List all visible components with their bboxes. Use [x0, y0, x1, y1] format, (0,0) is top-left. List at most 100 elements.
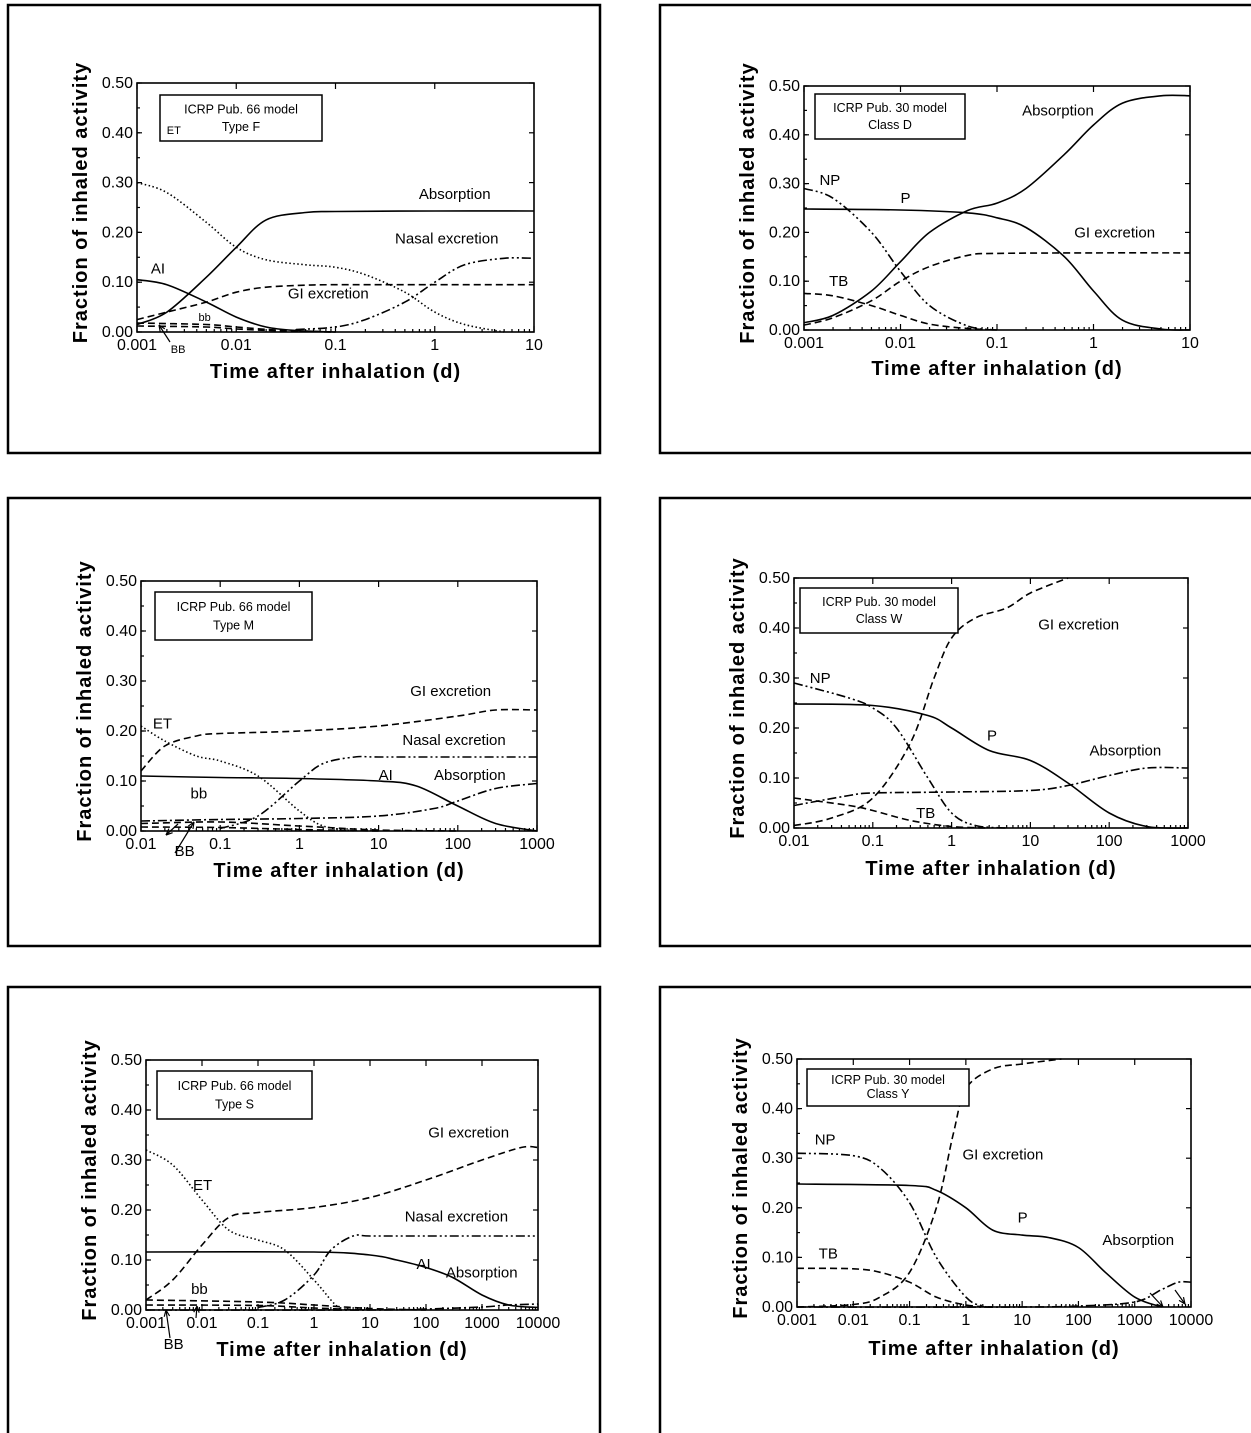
y-tick-label: 0.20 [102, 224, 133, 241]
annotation-np: NP [819, 172, 840, 189]
y-tick-label: 0.20 [111, 1202, 142, 1219]
y-axis-label: Fraction of inhaled activity [727, 557, 749, 838]
x-tick-label: 10 [1181, 335, 1199, 352]
y-tick-label: 0.30 [759, 670, 790, 687]
annotation-absorption: Absorption [419, 186, 491, 203]
y-tick-label: 0.50 [759, 570, 790, 587]
series-gi-excretion [136, 283, 534, 321]
series-bb [145, 1299, 427, 1311]
annotation-arrow-head [187, 821, 195, 830]
y-tick-label: 0.50 [762, 1051, 793, 1068]
annotation-arrow [195, 1305, 198, 1319]
annotation-arrow [1174, 1289, 1186, 1305]
series-tb [803, 292, 998, 331]
legend-line: Type M [213, 618, 254, 632]
annotation-arrow-head [165, 828, 173, 836]
annotation-absorption: Absorption [1022, 102, 1094, 119]
annotation-absorption: Absorption [434, 767, 506, 784]
legend-box [159, 94, 323, 142]
series-p [803, 208, 1191, 331]
annotation-gi-excretion: GI excretion [1038, 616, 1119, 633]
y-axis-label: Fraction of inhaled activity [737, 62, 759, 343]
y-axis-label: Fraction of inhaled activity [70, 62, 92, 343]
x-tick-label: 0.01 [885, 335, 916, 352]
series-et [140, 725, 355, 832]
y-tick-label: 0.40 [769, 127, 800, 144]
x-tick-label: 0.1 [209, 836, 231, 853]
series-nasal-excretion [295, 257, 535, 331]
y-tick-label: 0.20 [106, 723, 137, 740]
y-tick-label: 0.00 [111, 1302, 142, 1319]
legend-line: Class D [868, 118, 912, 132]
annotation-nasal-excretion: Nasal excretion [402, 732, 505, 749]
annotation-arrow [165, 1309, 171, 1339]
annotation-nasal-excretion: Nasal excretion [405, 1208, 508, 1225]
x-tick-label: 1000 [1117, 1312, 1153, 1329]
series-bb [136, 325, 336, 333]
x-axis-label: Time after inhalation (d) [871, 358, 1122, 380]
x-tick-label: 1 [1089, 335, 1098, 352]
x-axis-label: Time after inhalation (d) [213, 860, 464, 882]
x-tick-label: 10 [361, 1315, 379, 1332]
annotation-arrow-head [163, 1309, 171, 1317]
x-tick-label: 0.01 [838, 1312, 869, 1329]
x-tick-label: 0.1 [862, 833, 884, 850]
series-absorption [803, 94, 1191, 324]
y-tick-label: 0.10 [759, 770, 790, 787]
chart-panel-4: 0.00 0.10 0.20 0.30 0.40 0.50 0.01 0.1 1 10 100 100… [658, 496, 1251, 948]
y-tick-label: 0.00 [759, 820, 790, 837]
chart-panel-2: 0.00 0.10 0.20 0.30 0.40 0.50 0.001 0.01 0.1 1 10 T… [658, 3, 1251, 455]
panel-frame [658, 985, 1251, 1433]
annotation-np: NP [815, 1132, 836, 1149]
series-bb [145, 1304, 371, 1311]
annotation-arrow [165, 823, 179, 836]
y-tick-label: 0.10 [102, 274, 133, 291]
y-tick-label: 0.50 [111, 1052, 142, 1069]
annotation-bb: BB [164, 1336, 184, 1353]
panel-frame [658, 3, 1251, 455]
legend-line: ICRP Pub. 66 model [177, 600, 291, 614]
annotation-tb: TB [829, 273, 848, 290]
series-et [145, 1149, 342, 1311]
y-tick-label: 0.00 [762, 1299, 793, 1316]
annotation-et: ET [153, 716, 172, 733]
annotation-gi-excretion: GI excretion [1074, 224, 1155, 241]
annotation-arrow [174, 821, 195, 854]
y-tick-label: 0.20 [762, 1200, 793, 1217]
y-tick-label: 0.40 [106, 623, 137, 640]
annotation-absorption: Absorption [446, 1265, 518, 1282]
annotation-tb: TB [916, 805, 935, 822]
annotation-arrow-head [193, 1305, 200, 1313]
y-tick-label: 0.40 [759, 620, 790, 637]
x-tick-label: 0.001 [777, 1312, 817, 1329]
y-tick-label: 0.00 [769, 322, 800, 339]
series-tb [796, 1267, 993, 1308]
x-axis-label: Time after inhalation (d) [868, 1338, 1119, 1360]
x-tick-label: 0.01 [221, 337, 252, 354]
x-tick-label: 10000 [516, 1315, 561, 1332]
x-axis-label: Time after inhalation (d) [216, 1339, 467, 1361]
annotation-tb: TB [819, 1246, 838, 1263]
x-tick-label: 0.01 [778, 833, 809, 850]
x-tick-label: 10000 [1169, 1312, 1214, 1329]
x-axis-label: Time after inhalation (d) [865, 858, 1116, 880]
series-gi-excretion [803, 252, 1191, 326]
y-tick-label: 0.30 [769, 176, 800, 193]
x-tick-label: 10 [525, 337, 543, 354]
legend-box [814, 93, 966, 140]
series-absorption [140, 782, 538, 822]
y-tick-label: 0.20 [759, 720, 790, 737]
x-tick-label: 0.1 [247, 1315, 269, 1332]
x-tick-label: 0.001 [126, 1315, 166, 1332]
legend-line: Class Y [867, 1087, 911, 1101]
panel-frame [6, 496, 602, 948]
y-tick-label: 0.30 [102, 175, 133, 192]
series-absorption [145, 1303, 539, 1311]
x-tick-label: 0.001 [117, 337, 157, 354]
x-tick-label: 10 [1013, 1312, 1031, 1329]
y-tick-label: 0.30 [762, 1150, 793, 1167]
x-tick-label: 1 [947, 833, 956, 850]
legend-line: ICRP Pub. 30 model [833, 101, 947, 115]
annotation-bb: bb [199, 312, 211, 324]
x-tick-label: 0.1 [898, 1312, 920, 1329]
